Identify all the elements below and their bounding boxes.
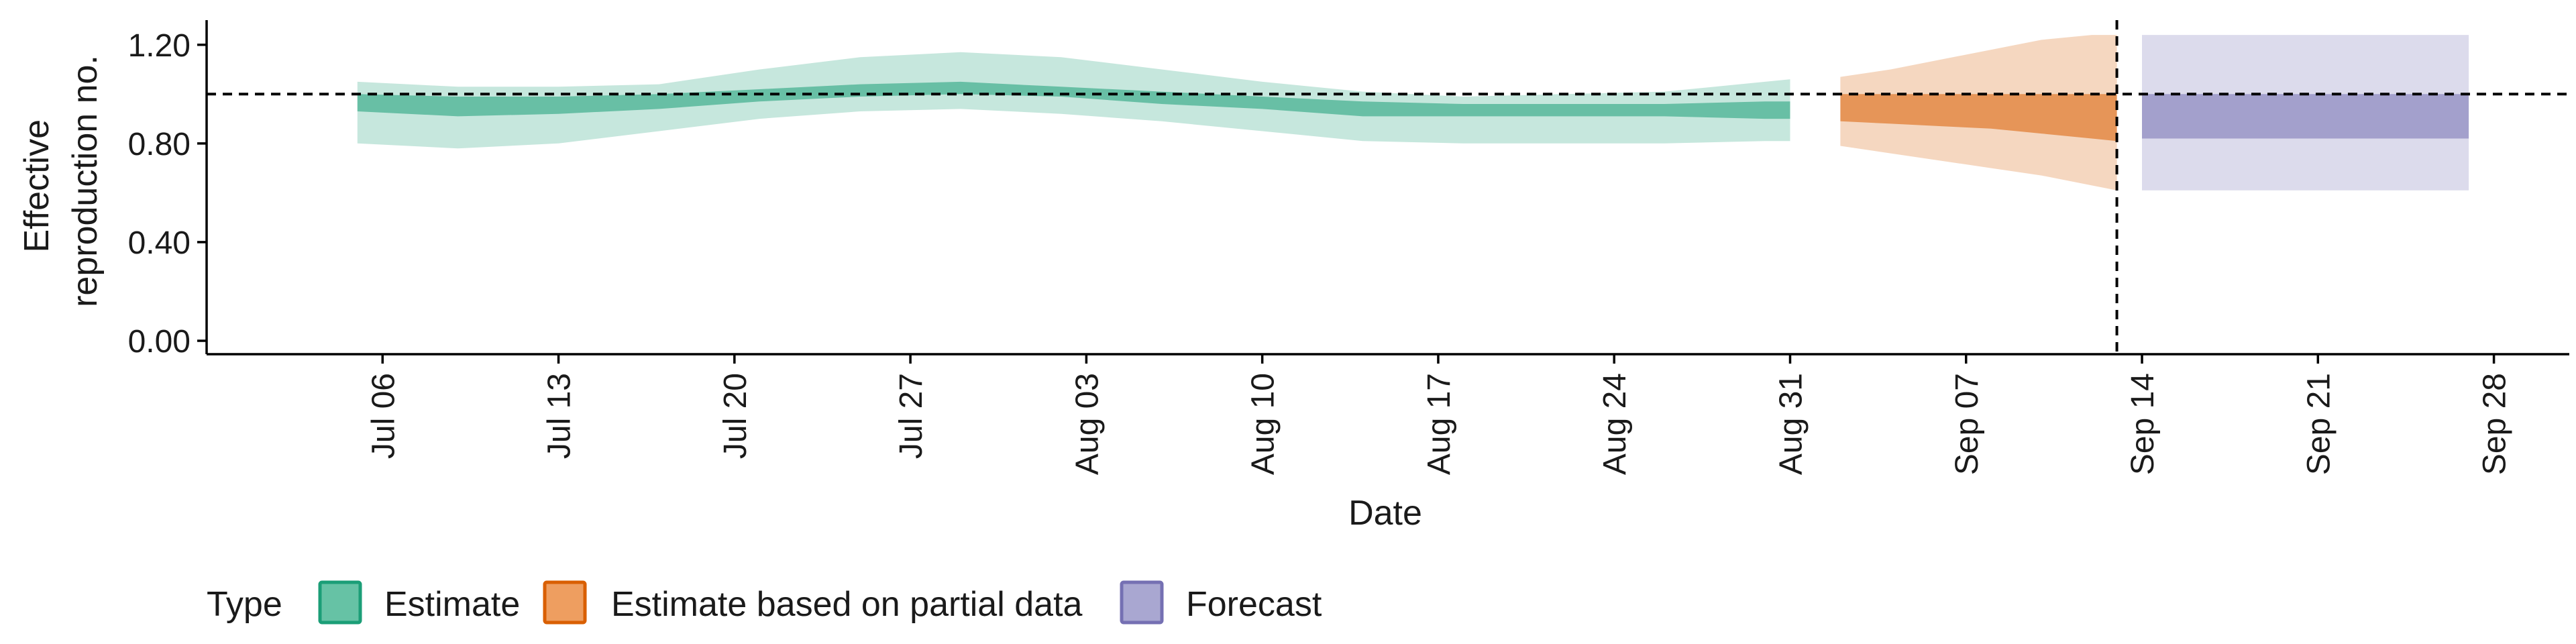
legend: Type Estimate Estimate based on partial … xyxy=(207,580,1322,625)
y-axis-title-line-1: Effective xyxy=(17,119,56,252)
x-tick-label: Jul 20 xyxy=(718,373,753,459)
y-tick-label: 0.80 xyxy=(128,127,191,162)
estimate-based-on-partial-data-inner-band xyxy=(1840,94,2117,142)
legend-label-forecast: Forecast xyxy=(1186,585,1322,624)
estimate-inner-band xyxy=(357,81,1790,119)
x-tick-label: Aug 10 xyxy=(1246,373,1281,475)
x-tick-label: Aug 03 xyxy=(1069,373,1105,475)
legend-label-estimate: Estimate xyxy=(384,585,520,624)
estimate-outer-band xyxy=(357,52,1790,149)
y-tick-label: 1.20 xyxy=(128,28,191,64)
x-tick-label: Jul 13 xyxy=(542,373,578,459)
y-tick-label: 0.40 xyxy=(128,225,191,261)
legend-swatch-forecast xyxy=(1120,580,1164,625)
reference-lines xyxy=(207,20,2569,354)
legend-title: Type xyxy=(207,585,282,624)
legend-swatch-partial-data xyxy=(543,580,587,625)
y-tick-label: 0.00 xyxy=(128,324,191,360)
x-tick-label: Sep 21 xyxy=(2301,373,2337,475)
x-tick-label: Aug 31 xyxy=(1773,373,1809,475)
y-axis-title-line-2: reproduction no. xyxy=(66,55,105,307)
x-tick-label: Sep 14 xyxy=(2125,373,2161,475)
x-tick-label: Jul 27 xyxy=(894,373,929,459)
x-tick-label: Aug 24 xyxy=(1597,373,1633,475)
legend-label-partial-data: Estimate based on partial data xyxy=(611,585,1083,624)
x-tick-label: Sep 07 xyxy=(1949,373,1985,475)
x-axis-title: Date xyxy=(1348,494,1422,533)
legend-swatch-estimate xyxy=(318,580,362,625)
forecast-inner-band xyxy=(2142,94,2469,139)
y-axis-title: Effective reproduction no. xyxy=(17,55,105,307)
axes xyxy=(205,20,2569,356)
uncertainty-bands xyxy=(357,35,2469,191)
x-tick-label: Jul 06 xyxy=(366,373,401,459)
x-tick-label: Sep 28 xyxy=(2477,373,2513,475)
x-ticks: Jul 06 Jul 13 Jul 20 Jul 27 Aug 03 Aug 10 Aug … xyxy=(366,354,2513,475)
y-ticks: 0.00 0.40 0.80 1.20 xyxy=(128,28,207,360)
x-tick-label: Aug 17 xyxy=(1421,373,1457,475)
